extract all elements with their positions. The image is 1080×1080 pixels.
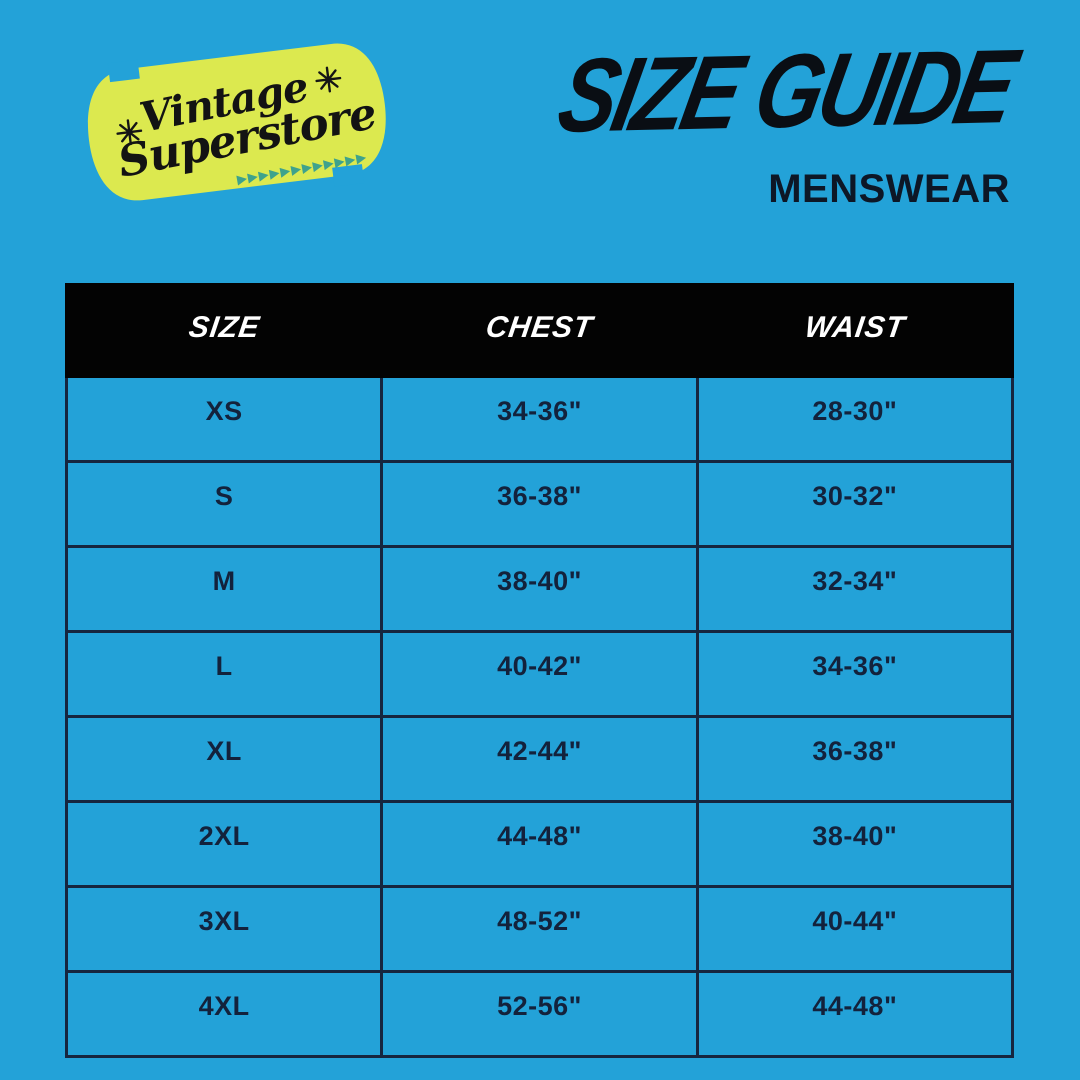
chest-cell: 40-42" [380,630,699,718]
waist-cell: 32-34" [695,545,1015,633]
waist-cell: 44-48" [695,970,1015,1058]
page-title: SIZE GUIDE [549,28,1022,155]
table-row: 2XL 44-48" 38-40" [64,800,1015,888]
sparkle-icon [315,66,342,93]
waist-cell: 28-30" [695,375,1015,463]
vintage-superstore-logo-badge: Vintage Superstore ▶▶▶▶▶▶▶▶▶▶▶▶ [77,26,396,220]
waist-cell: 40-44" [695,885,1015,973]
chest-cell: 36-38" [380,460,699,548]
size-cell: S [64,460,384,548]
sparkle-icon [116,119,143,146]
table-header-row: SIZE CHEST WAIST [64,283,1015,378]
title-block: SIZE GUIDE MENSWEAR [549,28,1022,212]
size-cell: XL [64,715,384,803]
table-row: 4XL 52-56" 44-48" [64,970,1015,1058]
waist-cell: 30-32" [695,460,1015,548]
waist-cell: 34-36" [695,630,1015,718]
size-cell: 3XL [64,885,384,973]
column-header-chest: CHEST [380,283,699,378]
size-cell: 4XL [64,970,384,1058]
page-subtitle: MENSWEAR [768,167,1010,211]
size-cell: XS [64,375,384,463]
table-row: S 36-38" 30-32" [64,460,1015,548]
badge-plaque-shape [87,43,386,201]
waist-cell: 38-40" [695,800,1015,888]
table-row: XL 42-44" 36-38" [64,715,1015,803]
waist-cell: 36-38" [695,715,1015,803]
table-row: XS 34-36" 28-30" [64,375,1015,463]
logo-text: Vintage Superstore [74,17,401,230]
table-row: M 38-40" 32-34" [64,545,1015,633]
table-row: 3XL 48-52" 40-44" [64,885,1015,973]
chest-cell: 48-52" [380,885,699,973]
size-cell: 2XL [64,800,384,888]
size-guide-table: SIZE CHEST WAIST XS 34-36" 28-30" S 36-3… [64,283,1015,1058]
size-cell: M [64,545,384,633]
chest-cell: 34-36" [380,375,699,463]
chest-cell: 42-44" [380,715,699,803]
column-header-size: SIZE [64,283,384,378]
chest-cell: 44-48" [380,800,699,888]
chest-cell: 52-56" [380,970,699,1058]
chest-cell: 38-40" [380,545,699,633]
size-cell: L [64,630,384,718]
column-header-waist: WAIST [695,283,1015,378]
table-row: L 40-42" 34-36" [64,630,1015,718]
